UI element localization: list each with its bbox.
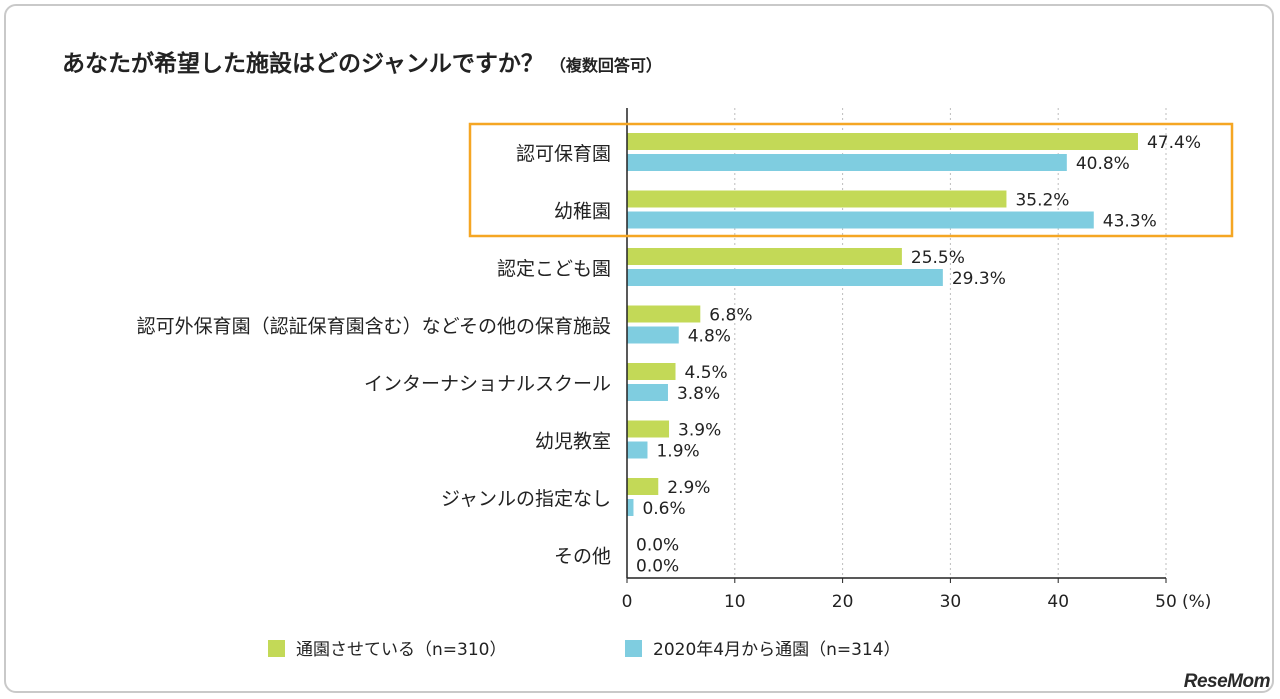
bar-current — [627, 363, 676, 380]
category-label: 幼稚園 — [554, 201, 611, 223]
x-tick-label: 40 — [1047, 592, 1069, 612]
value-label: 4.5% — [685, 363, 728, 383]
value-label: 35.2% — [1015, 191, 1069, 211]
value-label: 3.8% — [677, 384, 720, 404]
bar-current — [627, 305, 701, 323]
legend-swatch — [625, 640, 642, 657]
x-tick-label: 0 — [622, 592, 633, 612]
bar-april-2020 — [627, 211, 1094, 229]
resemom-logo: ReseMom — [1183, 671, 1271, 692]
category-label: インターナショナルスクール — [364, 373, 611, 395]
x-axis-unit: (%) — [1182, 592, 1211, 612]
legend-swatch — [268, 640, 285, 657]
value-label: 29.3% — [952, 269, 1006, 289]
chart-title-text: あなたが希望した施設はどのジャンルですか？ — [62, 51, 544, 77]
category-label: その他 — [554, 546, 611, 568]
bar-april-2020 — [627, 499, 634, 516]
chart-subtitle: （複数回答可） — [549, 56, 662, 75]
bar-april-2020 — [627, 154, 1067, 171]
category-label: 認定こども園 — [497, 258, 611, 280]
bar-current — [627, 248, 902, 265]
x-tick-label: 20 — [832, 592, 854, 612]
value-label: 25.5% — [911, 248, 965, 268]
category-label: 幼児教室 — [535, 431, 611, 453]
bar-current — [627, 478, 659, 495]
bar-april-2020 — [627, 384, 668, 401]
bar-april-2020 — [627, 326, 679, 344]
category-label: ジャンルの指定なし — [441, 488, 611, 510]
bar-current — [627, 420, 670, 438]
x-tick-label: 30 — [940, 592, 962, 612]
chart-title: あなたが希望した施設はどのジャンルですか？ （複数回答可） — [62, 44, 662, 78]
value-label: 1.9% — [656, 442, 699, 462]
x-tick-label: 10 — [724, 592, 746, 612]
category-label: 認可保育園 — [516, 143, 611, 165]
value-label: 40.8% — [1076, 154, 1130, 174]
x-tick-label: 50 — [1155, 592, 1177, 612]
legend-label: 通園させている（n=310） — [296, 640, 506, 660]
bar-current — [627, 190, 1007, 208]
value-label: 3.9% — [678, 421, 721, 441]
value-label: 47.4% — [1147, 133, 1201, 153]
bar-april-2020 — [627, 441, 648, 459]
value-label: 43.3% — [1103, 212, 1157, 232]
legend-label: 2020年4月から通園（n=314） — [653, 640, 901, 660]
value-label: 6.8% — [709, 306, 752, 326]
value-label: 2.9% — [667, 478, 710, 498]
highlight-box — [468, 122, 1234, 238]
value-label: 0.6% — [642, 499, 685, 519]
category-label: 認可外保育園（認証保育園含む）などその他の保育施設 — [137, 316, 611, 338]
bar-april-2020 — [627, 269, 943, 286]
value-label: 0.0% — [636, 536, 679, 556]
value-label: 0.0% — [636, 557, 679, 577]
value-label: 4.8% — [688, 327, 731, 347]
bar-current — [627, 133, 1138, 150]
